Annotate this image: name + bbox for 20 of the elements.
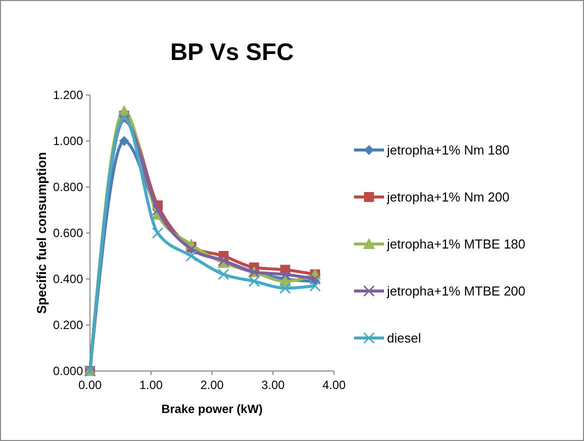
y-tick-label: 0.200 [52, 318, 84, 332]
x-tick-label: 3.00 [261, 378, 285, 392]
legend-label: diesel [387, 330, 422, 346]
legend-label: jetropha+1% Nm 200 [386, 190, 510, 205]
legend-label: jetropha+1% Nm 180 [386, 142, 510, 158]
y-tick-label: 1.200 [52, 88, 84, 102]
legend-label: jetropha+1% MTBE 200 [386, 284, 526, 299]
y-tick-label: 0.800 [52, 180, 84, 194]
x-tick-label: 2.00 [200, 378, 224, 392]
chart-title: BP Vs SFC [170, 39, 294, 66]
y-tick-label: 1.000 [52, 134, 84, 148]
x-axis-title: Brake power (kW) [161, 402, 263, 416]
y-axis-title: Specific fuel consumption [34, 152, 49, 314]
y-tick-label: 0.600 [52, 226, 84, 240]
legend-label: jetropha+1% MTBE 180 [386, 236, 526, 252]
x-tick-label: 4.00 [322, 378, 346, 392]
y-tick-label: 0.000 [52, 364, 84, 378]
x-tick-label: 0.00 [78, 378, 102, 392]
y-tick-label: 0.400 [52, 272, 84, 286]
x-tick-label: 1.00 [139, 378, 163, 392]
